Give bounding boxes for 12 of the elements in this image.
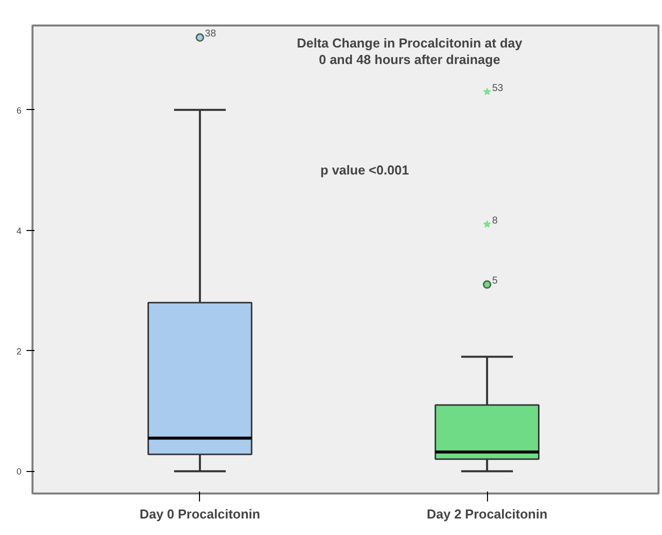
y-tick-label: 2: [16, 346, 22, 356]
annotation: 38: [204, 28, 216, 40]
annotation: 53: [492, 82, 504, 94]
x-tick-label: Day 2 Procalcitonin: [426, 506, 548, 522]
annotation: 8: [492, 215, 498, 226]
y-tick-label: 6: [16, 105, 22, 116]
text: Delta Change in Procalcitonin at day 0 and 48 hours after drainage: [296, 36, 523, 67]
y-tick-label: 0: [16, 466, 22, 477]
annotation: p value <0.001: [320, 162, 409, 178]
x-tick-label: Day 0 Procalcitonin: [140, 506, 260, 522]
annotation: 5: [492, 275, 498, 286]
y-tick-label: 4: [16, 226, 22, 236]
